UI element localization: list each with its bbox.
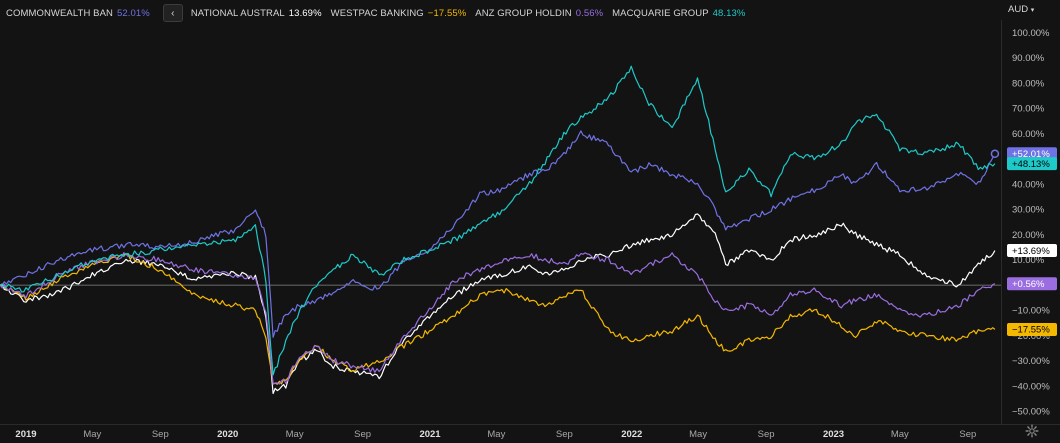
legend-value: 13.69% xyxy=(288,7,322,19)
y-tick-label: 80.00% xyxy=(1012,78,1045,89)
legend-name: NATIONAL AUSTRAL xyxy=(190,7,285,19)
legend-item-macquarie[interactable]: MACQUARIE GROUP 48.13% xyxy=(612,8,745,19)
series-end-badge: −17.55% xyxy=(1007,322,1057,336)
y-tick-label: −20.00% xyxy=(1012,331,1050,342)
x-tick-label: Sep xyxy=(354,429,371,440)
badge-label: +48.13% xyxy=(1012,159,1050,170)
legend-item-westpac[interactable]: WESTPAC BANKING −17.55% xyxy=(331,8,467,19)
badge-bg xyxy=(1007,277,1057,291)
currency-label: AUD xyxy=(1008,4,1029,15)
series-end-badge: +13.69% xyxy=(1007,244,1057,258)
legend-item-commonwealth[interactable]: COMMONWEALTH BAN 52.01% xyxy=(6,8,150,19)
series-line xyxy=(0,252,996,385)
y-tick-label: 70.00% xyxy=(1012,104,1045,115)
badge-bg xyxy=(1007,157,1057,171)
y-tick-label: 40.00% xyxy=(1012,179,1045,190)
currency-selector[interactable]: AUD ▾ xyxy=(1008,4,1034,15)
legend-value: 52.01% xyxy=(116,7,150,19)
badge-bg xyxy=(1007,147,1057,161)
legend-item-anz[interactable]: ANZ GROUP HOLDIN 0.56% xyxy=(475,8,603,19)
y-tick-label: −30.00% xyxy=(1012,356,1050,367)
x-tick-label: Sep xyxy=(959,429,976,440)
badge-label: +0.56% xyxy=(1012,279,1045,290)
legend-name: MACQUARIE GROUP xyxy=(612,7,709,19)
legend-value: 48.13% xyxy=(712,7,746,19)
x-tick-label: Sep xyxy=(556,429,573,440)
legend: COMMONWEALTH BAN 52.01% ‹ NATIONAL AUSTR… xyxy=(6,4,754,22)
y-tick-label: −10.00% xyxy=(1012,306,1050,317)
series-end-marker xyxy=(990,149,1000,159)
legend-name: COMMONWEALTH BAN xyxy=(6,7,113,19)
x-tick-label: 2022 xyxy=(621,429,642,440)
y-tick-label: −40.00% xyxy=(1012,381,1050,392)
legend-item-national[interactable]: NATIONAL AUSTRAL 13.69% xyxy=(191,8,322,19)
x-tick-label: May xyxy=(891,429,909,440)
legend-name: ANZ GROUP HOLDIN xyxy=(475,7,572,19)
x-tick-label: May xyxy=(83,429,101,440)
y-tick-label: 30.00% xyxy=(1012,205,1045,216)
y-tick-label: 10.00% xyxy=(1012,255,1045,266)
badge-label: +13.69% xyxy=(1012,246,1050,257)
series-line xyxy=(0,65,996,376)
x-tick-label: 2019 xyxy=(15,429,36,440)
y-tick-label: 20.00% xyxy=(1012,230,1045,241)
badge-bg xyxy=(1007,244,1057,258)
x-tick-label: 2021 xyxy=(419,429,441,440)
chevron-left-icon: ‹ xyxy=(171,7,175,19)
y-tick-label: 60.00% xyxy=(1012,129,1045,140)
series-line xyxy=(0,213,996,395)
legend-value: 0.56% xyxy=(575,7,604,19)
legend-value: −17.55% xyxy=(427,7,467,19)
series-end-badge: +48.13% xyxy=(1007,157,1057,171)
y-tick-label: 90.00% xyxy=(1012,53,1045,64)
collapse-legend-button[interactable]: ‹ xyxy=(162,4,183,22)
x-tick-label: Sep xyxy=(758,429,775,440)
badge-label: +52.01% xyxy=(1012,149,1050,160)
badge-bg xyxy=(1007,322,1057,336)
y-tick-label: −50.00% xyxy=(1012,407,1050,418)
series-end-badge: +0.56% xyxy=(1007,277,1057,291)
x-tick-label: May xyxy=(286,429,304,440)
x-tick-label: May xyxy=(689,429,707,440)
badge-label: −17.55% xyxy=(1012,325,1050,336)
series-line xyxy=(0,253,996,385)
series-end-badge: +52.01% xyxy=(1007,147,1057,161)
series-line xyxy=(0,130,996,338)
legend-name: WESTPAC BANKING xyxy=(330,7,424,19)
x-tick-label: May xyxy=(487,429,505,440)
x-tick-label: 2023 xyxy=(823,429,844,440)
x-tick-label: Sep xyxy=(152,429,169,440)
gear-icon[interactable] xyxy=(1025,424,1039,438)
y-tick-label: 100.00% xyxy=(1012,28,1050,39)
x-tick-label: 2020 xyxy=(217,429,238,440)
chevron-down-icon: ▾ xyxy=(1030,7,1035,14)
